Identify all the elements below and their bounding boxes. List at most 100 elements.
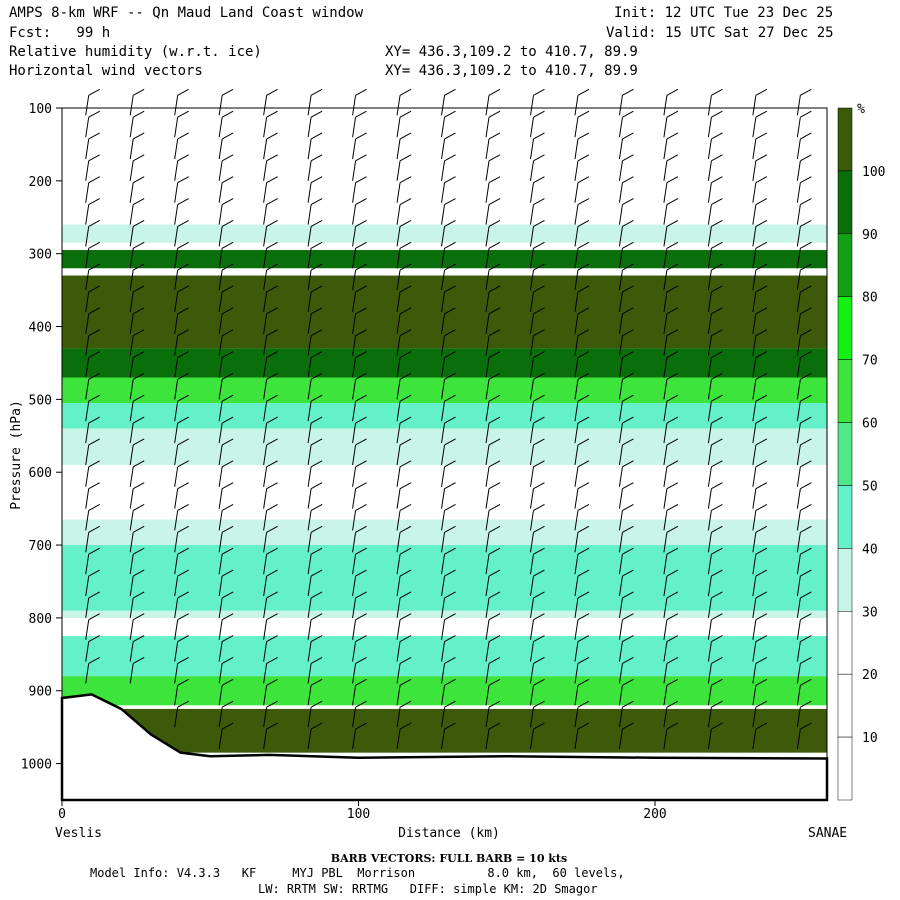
wind-barb <box>574 401 579 422</box>
wind-barb <box>263 532 268 553</box>
wind-barb-flag <box>755 460 768 468</box>
wind-barb <box>529 422 534 444</box>
wind-barb <box>485 466 490 487</box>
wind-barb-flag <box>399 198 412 205</box>
wind-barb <box>707 357 712 378</box>
wind-barb-flag <box>221 591 234 599</box>
wind-barb-flag <box>444 657 456 664</box>
wind-barb <box>174 313 179 334</box>
wind-barb-flag <box>88 525 100 533</box>
wind-barb-flag <box>266 525 278 533</box>
wind-barb <box>218 532 223 553</box>
wind-barb-flag <box>399 504 412 511</box>
wind-barb <box>752 619 757 640</box>
wind-barb <box>574 554 579 575</box>
wind-barb-flag <box>755 132 768 140</box>
wind-barb-flag <box>266 263 278 271</box>
wind-barb-flag <box>622 329 634 337</box>
wind-barb-flag <box>800 132 812 140</box>
wind-barb <box>307 204 312 225</box>
wind-barb-flag <box>177 394 189 402</box>
wind-barb-flag <box>177 547 189 555</box>
y-tick-label: 700 <box>29 539 52 554</box>
wind-barb <box>663 510 668 531</box>
wind-barb <box>752 597 757 618</box>
wind-barb-flag <box>132 460 145 468</box>
wind-barb-flag <box>755 285 768 293</box>
wind-barb-flag <box>666 547 679 555</box>
wind-barb <box>396 313 401 334</box>
wind-barb-flag <box>310 678 323 686</box>
wind-barb-flag <box>399 329 412 337</box>
wind-barb-flag <box>355 482 367 490</box>
wind-barb-flag <box>577 132 590 140</box>
wind-barb-flag <box>444 504 456 511</box>
wind-barb <box>174 335 179 356</box>
wind-barb-flag <box>177 110 189 118</box>
wind-barb <box>129 466 134 487</box>
wind-barb <box>263 160 268 181</box>
wind-barb <box>663 357 668 378</box>
wind-barb <box>352 641 357 662</box>
wind-barb <box>707 685 712 706</box>
wind-barb <box>352 728 357 750</box>
wind-barb <box>618 597 623 618</box>
wind-barb <box>663 575 668 597</box>
wind-barb-flag <box>266 569 278 577</box>
wind-barb <box>218 335 223 356</box>
wind-barb <box>396 510 401 531</box>
wind-barb-flag <box>577 482 590 490</box>
wind-barb-flag <box>533 88 545 96</box>
wind-barb-flag <box>221 657 234 664</box>
wind-barb-flag <box>800 307 812 315</box>
wind-barb-flag <box>533 110 545 118</box>
wind-barb-flag <box>488 394 501 402</box>
wind-barb-flag <box>666 241 679 249</box>
wind-barb-flag <box>666 460 679 468</box>
wind-barb <box>707 248 712 269</box>
wind-barb-flag <box>488 263 501 271</box>
wind-barb <box>485 663 490 684</box>
wind-barb-flag <box>355 372 367 380</box>
wind-barb-flag <box>310 569 323 577</box>
wind-barb <box>485 182 490 203</box>
wind-barb-flag <box>310 241 323 249</box>
colorbar-tick-label: 100 <box>862 165 885 180</box>
wind-barb-flag <box>800 657 812 664</box>
wind-barb <box>752 510 757 531</box>
wind-barb <box>663 291 668 313</box>
wind-barb <box>85 663 90 684</box>
wind-barb-flag <box>177 591 189 599</box>
wind-barb <box>485 248 490 269</box>
chart-title: AMPS 8-km WRF -- Qn Maud Land Coast wind… <box>9 5 364 21</box>
wind-barb <box>752 248 757 269</box>
wind-barb <box>618 357 623 378</box>
wind-barb <box>529 641 534 662</box>
wind-barb <box>263 663 268 684</box>
wind-barb-flag <box>800 722 812 730</box>
wind-barb-flag <box>622 88 634 96</box>
wind-barb-flag <box>221 569 234 577</box>
wind-barb <box>85 117 90 138</box>
wind-barb <box>441 685 446 706</box>
wind-barb-flag <box>399 591 412 599</box>
wind-barb-flag <box>177 678 189 686</box>
wind-barb <box>752 554 757 575</box>
wind-barb-flag <box>577 591 590 599</box>
wind-barb <box>752 379 757 400</box>
wind-barb-flag <box>177 700 189 708</box>
wind-barb <box>796 138 801 160</box>
wind-barb-flag <box>88 110 100 118</box>
wind-barb <box>796 532 801 553</box>
wind-barb-flag <box>755 657 768 664</box>
wind-barb-flag <box>132 438 145 446</box>
wind-barb <box>618 291 623 313</box>
wind-barb-flag <box>221 307 234 315</box>
wind-barb-flag <box>266 241 278 249</box>
wind-barb-flag <box>88 416 100 424</box>
wind-barb-flag <box>666 700 679 708</box>
wind-barb-flag <box>755 613 768 621</box>
wind-barb <box>618 95 623 116</box>
wind-barb-flag <box>666 613 679 621</box>
wind-barb <box>218 641 223 662</box>
